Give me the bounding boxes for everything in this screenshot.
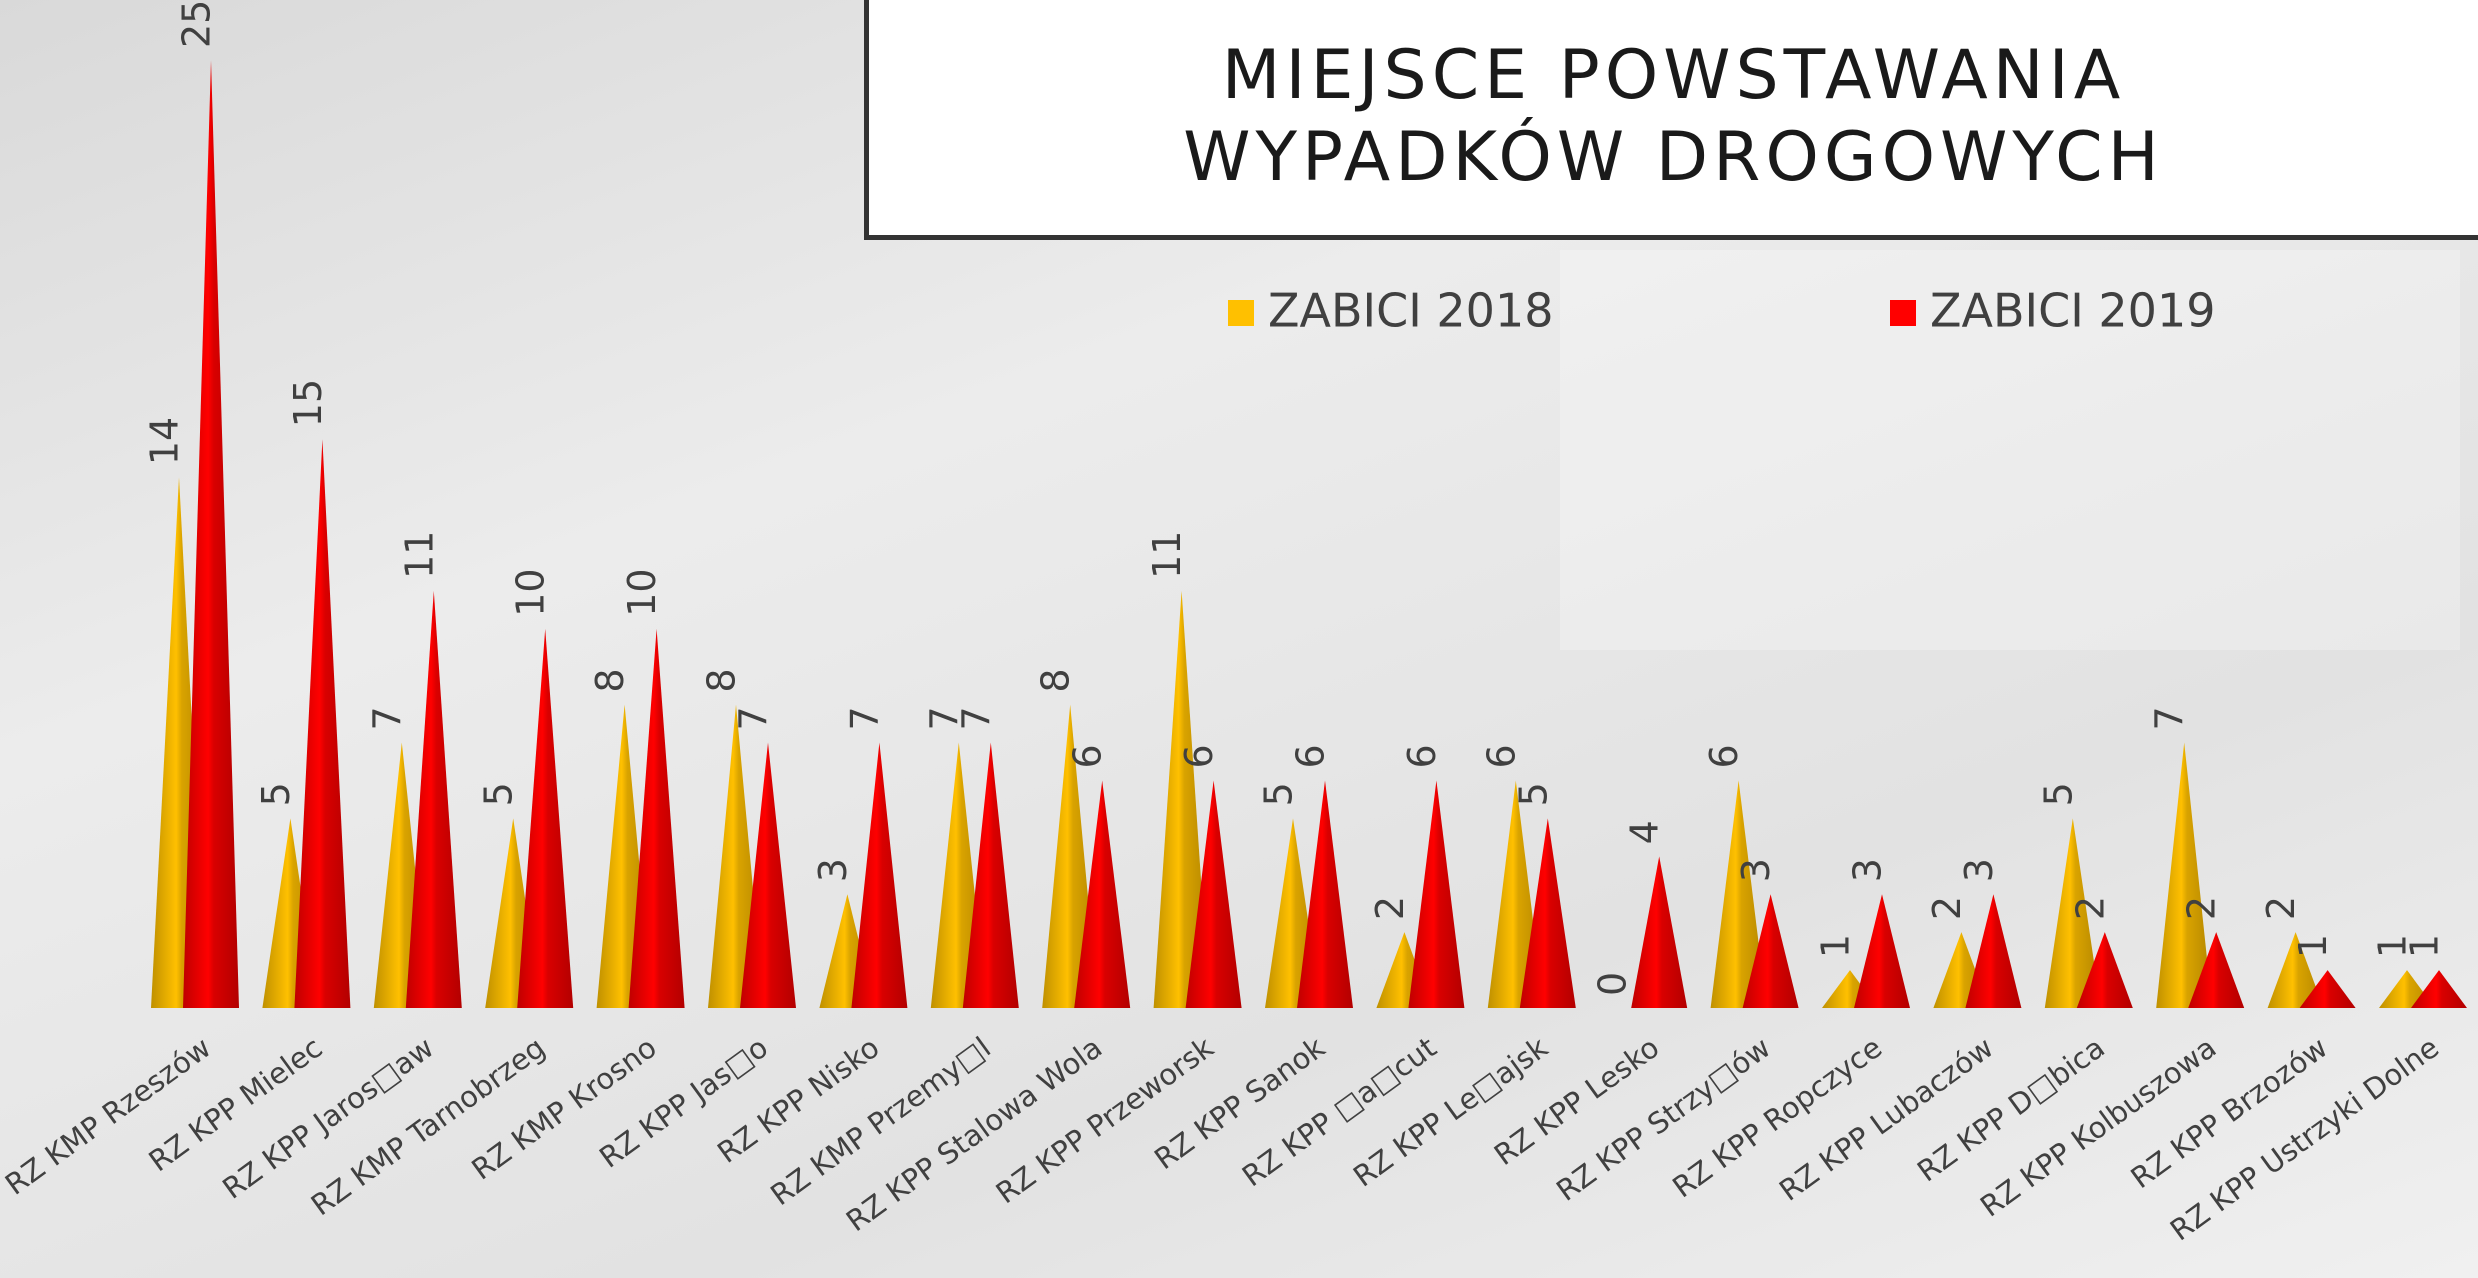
value-label: 6 <box>1177 744 1221 768</box>
cone <box>2267 932 2324 1008</box>
value-label: 14 <box>143 417 187 465</box>
cone <box>628 628 685 1008</box>
background-sign <box>1560 250 2460 650</box>
value-label: 3 <box>1957 858 2001 882</box>
cone <box>740 742 796 1008</box>
x-tick-label: RZ KPP Brzozów <box>2124 1030 2333 1195</box>
value-label: 25 <box>175 0 219 48</box>
x-tick-label: RZ KPP D□bica <box>1911 1030 2111 1188</box>
value-label: 6 <box>1400 744 1444 768</box>
value-label: 5 <box>477 782 521 806</box>
value-label: 6 <box>1702 744 1746 768</box>
value-label: 5 <box>1511 782 1555 806</box>
value-label: 2 <box>1925 896 1969 920</box>
cone <box>1710 780 1767 1008</box>
value-label: 7 <box>2148 706 2192 730</box>
value-label: 2 <box>2068 896 2112 920</box>
value-label: 2 <box>1368 896 1412 920</box>
legend-swatch <box>1228 300 1254 326</box>
value-label: 1 <box>2403 934 2447 958</box>
value-label: 7 <box>954 706 998 730</box>
value-label: 8 <box>588 668 632 692</box>
value-label: 2 <box>2180 896 2224 920</box>
cone <box>2044 818 2101 1008</box>
value-label: 3 <box>811 858 855 882</box>
value-label: 8 <box>700 668 744 692</box>
value-label: 7 <box>843 706 887 730</box>
cone <box>962 742 1019 1008</box>
x-tick-label: RZ KPP Le□ajsk <box>1347 1030 1554 1193</box>
value-label: 5 <box>1257 782 1301 806</box>
value-label: 10 <box>620 568 664 616</box>
cone <box>183 60 239 1008</box>
x-tick-label: RZ KPP □a□cut <box>1236 1030 1443 1193</box>
title-box: MIEJSCE POWSTAWANIA WYPADKÓW DROGOWYCH <box>864 0 2478 240</box>
chart-title: MIEJSCE POWSTAWANIA WYPADKÓW DROGOWYCH <box>1183 36 2164 197</box>
cone <box>1631 856 1688 1008</box>
cone <box>517 628 574 1008</box>
value-label: 11 <box>1145 531 1189 579</box>
cone <box>1297 780 1353 1008</box>
cone <box>1185 780 1242 1008</box>
value-label: 5 <box>254 782 298 806</box>
value-label: 10 <box>509 568 553 616</box>
value-label: 15 <box>286 379 330 427</box>
cone <box>1074 780 1131 1008</box>
value-label: 6 <box>1479 744 1523 768</box>
value-label: 11 <box>397 531 441 579</box>
cone <box>1965 894 2022 1008</box>
value-label: 4 <box>1623 820 1667 844</box>
cone <box>1742 894 1799 1008</box>
cone <box>1408 780 1465 1008</box>
cone <box>2188 932 2245 1008</box>
value-label: 7 <box>365 706 409 730</box>
cone <box>2156 742 2213 1008</box>
value-label: 0 <box>1591 972 1635 996</box>
value-label: 2 <box>2259 896 2303 920</box>
cone <box>294 439 351 1008</box>
legend-label: ZABICI 2019 <box>1930 284 2215 338</box>
value-label: 6 <box>1289 744 1333 768</box>
value-label: 7 <box>732 706 776 730</box>
value-label: 1 <box>2291 934 2335 958</box>
x-tick-label: RZ KMP Krosno <box>465 1030 662 1186</box>
cone <box>1519 818 1576 1008</box>
cone <box>2076 932 2133 1008</box>
cone <box>1153 590 1210 1008</box>
cone <box>405 590 462 1008</box>
x-tick-label: RZ KMP Rzeszów <box>0 1030 217 1202</box>
value-label: 7 <box>922 706 966 730</box>
cone <box>2411 970 2467 1008</box>
value-label: 3 <box>1734 858 1778 882</box>
value-label: 8 <box>1034 668 1078 692</box>
legend-label: ZABICI 2018 <box>1268 284 1553 338</box>
cone <box>2299 970 2356 1008</box>
value-label: 3 <box>1846 858 1890 882</box>
value-label: 6 <box>1066 744 1110 768</box>
cone <box>1854 894 1910 1008</box>
legend-swatch <box>1890 300 1916 326</box>
value-label: 1 <box>1814 934 1858 958</box>
value-label: 5 <box>2036 782 2080 806</box>
value-label: 1 <box>2371 934 2415 958</box>
cone <box>851 742 908 1008</box>
